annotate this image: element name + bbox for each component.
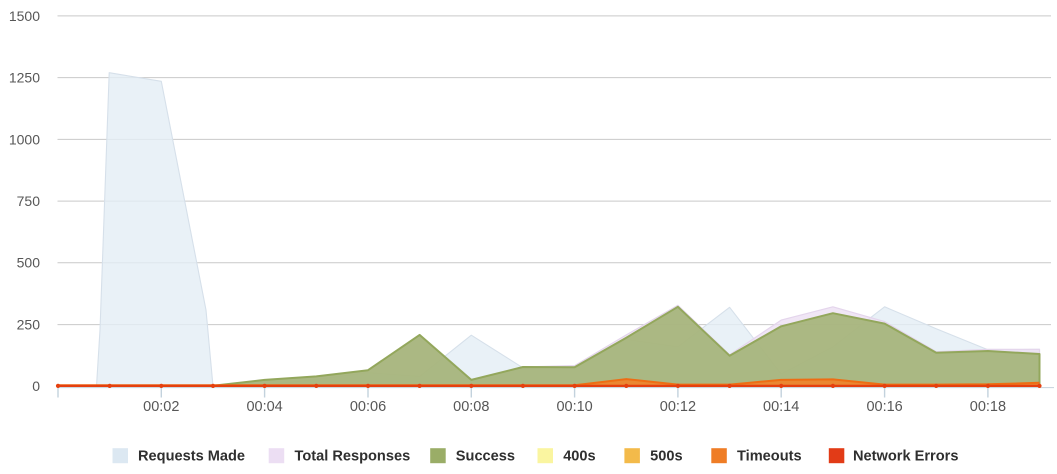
svg-text:00:14: 00:14 [763, 399, 799, 415]
svg-text:00:10: 00:10 [556, 399, 592, 415]
svg-text:00:16: 00:16 [866, 399, 902, 415]
svg-text:Success: Success [456, 449, 515, 465]
svg-text:00:02: 00:02 [143, 399, 179, 415]
svg-text:00:18: 00:18 [970, 399, 1006, 415]
svg-text:250: 250 [17, 317, 41, 333]
svg-text:500: 500 [17, 255, 41, 271]
svg-text:1250: 1250 [9, 70, 40, 86]
svg-text:00:06: 00:06 [350, 399, 386, 415]
svg-text:0: 0 [32, 378, 40, 394]
svg-text:Total Responses: Total Responses [295, 449, 411, 465]
svg-text:00:04: 00:04 [246, 399, 282, 415]
svg-text:750: 750 [17, 193, 41, 209]
svg-text:Requests Made: Requests Made [138, 449, 245, 465]
svg-text:1000: 1000 [9, 131, 40, 147]
svg-text:500s: 500s [650, 449, 682, 465]
svg-text:400s: 400s [563, 449, 595, 465]
svg-text:Timeouts: Timeouts [737, 449, 802, 465]
svg-text:Network Errors: Network Errors [853, 449, 958, 465]
svg-text:1500: 1500 [9, 8, 40, 24]
svg-text:00:12: 00:12 [660, 399, 696, 415]
svg-text:00:08: 00:08 [453, 399, 489, 415]
